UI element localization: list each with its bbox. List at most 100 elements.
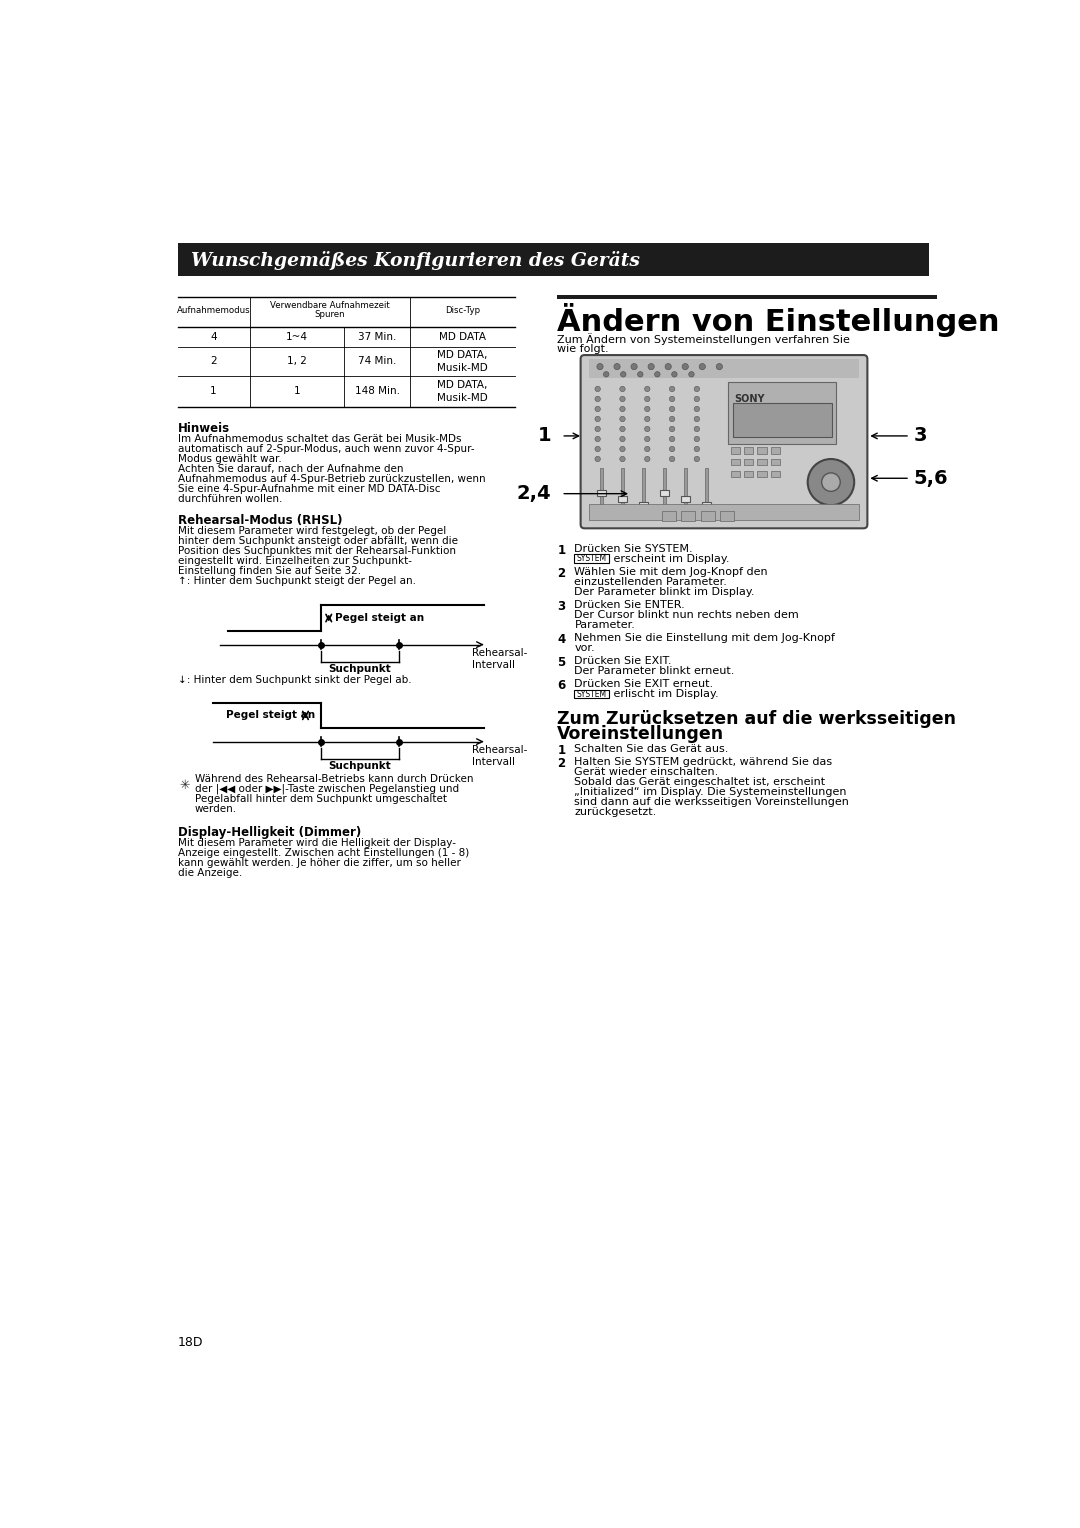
Circle shape — [699, 364, 705, 370]
Bar — [770, 448, 780, 454]
Circle shape — [595, 457, 600, 461]
Text: Wunschgemäßes Konfigurieren des Geräts: Wunschgemäßes Konfigurieren des Geräts — [191, 251, 639, 270]
Circle shape — [694, 437, 700, 442]
Circle shape — [683, 364, 688, 370]
Text: vor.: vor. — [575, 643, 595, 652]
Circle shape — [620, 406, 625, 411]
Circle shape — [694, 387, 700, 391]
Circle shape — [645, 387, 650, 391]
Circle shape — [620, 416, 625, 422]
Text: Mit diesem Parameter wird die Helligkeit der Display-: Mit diesem Parameter wird die Helligkeit… — [177, 837, 456, 848]
Text: Aufnahmemodus auf 4-Spur-Betrieb zurückzustellen, wenn: Aufnahmemodus auf 4-Spur-Betrieb zurückz… — [177, 474, 485, 484]
Text: Position des Suchpunktes mit der Rehearsal-Funktion: Position des Suchpunktes mit der Rehears… — [177, 545, 456, 556]
Circle shape — [694, 396, 700, 402]
Text: MD DATA,
Musik-MD: MD DATA, Musik-MD — [437, 379, 488, 403]
Bar — [701, 512, 715, 521]
Text: 74 Min.: 74 Min. — [357, 356, 396, 367]
Bar — [732, 403, 832, 437]
Circle shape — [637, 371, 643, 377]
Text: SYSTEM: SYSTEM — [577, 555, 607, 564]
Text: Der Cursor blinkt nun rechts neben dem: Der Cursor blinkt nun rechts neben dem — [575, 610, 799, 620]
Text: 148 Min.: 148 Min. — [354, 387, 400, 396]
Text: Drücken Sie EXIT erneut.: Drücken Sie EXIT erneut. — [575, 680, 714, 689]
Text: 3: 3 — [914, 426, 928, 446]
Text: 4: 4 — [557, 633, 566, 646]
Text: 5,6: 5,6 — [914, 469, 948, 487]
Circle shape — [694, 446, 700, 452]
Text: Suchpunkt: Suchpunkt — [328, 761, 391, 770]
Bar — [590, 504, 859, 520]
Circle shape — [631, 364, 637, 370]
Text: hinter dem Suchpunkt ansteigt oder abfällt, wenn die: hinter dem Suchpunkt ansteigt oder abfäl… — [177, 536, 458, 545]
Bar — [770, 471, 780, 477]
Circle shape — [648, 364, 654, 370]
Text: 2: 2 — [210, 356, 217, 367]
Text: ✳: ✳ — [179, 779, 190, 792]
Text: Disc-Typ: Disc-Typ — [445, 306, 480, 315]
Text: kann gewählt werden. Je höher die ziffer, um so heller: kann gewählt werden. Je höher die ziffer… — [177, 857, 460, 868]
Circle shape — [595, 446, 600, 452]
Bar — [731, 448, 740, 454]
Text: 5: 5 — [557, 656, 566, 669]
Text: 2,4: 2,4 — [516, 484, 551, 503]
Text: Sobald das Gerät eingeschaltet ist, erscheint: Sobald das Gerät eingeschaltet ist, ersc… — [575, 778, 825, 787]
Circle shape — [645, 457, 650, 461]
Text: der |◀◀ oder ▶▶|-Taste zwischen Pegelanstieg und: der |◀◀ oder ▶▶|-Taste zwischen Pegelans… — [194, 784, 459, 795]
Circle shape — [645, 437, 650, 442]
Text: MD DATA,
Musik-MD: MD DATA, Musik-MD — [437, 350, 488, 373]
Text: 1: 1 — [538, 426, 551, 446]
Bar — [663, 468, 666, 510]
Circle shape — [595, 437, 600, 442]
Circle shape — [672, 371, 677, 377]
Circle shape — [595, 426, 600, 432]
Text: eingestellt wird. Einzelheiten zur Suchpunkt-: eingestellt wird. Einzelheiten zur Suchp… — [177, 556, 411, 565]
Text: Wählen Sie mit dem Jog-Knopf den: Wählen Sie mit dem Jog-Knopf den — [575, 567, 768, 576]
Circle shape — [665, 364, 672, 370]
Circle shape — [822, 472, 840, 492]
Bar — [557, 295, 937, 299]
Bar — [590, 359, 859, 377]
Bar — [177, 243, 930, 275]
Text: zurückgesetzt.: zurückgesetzt. — [575, 807, 657, 817]
Bar — [720, 512, 734, 521]
Circle shape — [645, 396, 650, 402]
Text: Achten Sie darauf, nach der Aufnahme den: Achten Sie darauf, nach der Aufnahme den — [177, 463, 403, 474]
Text: Modus gewählt war.: Modus gewählt war. — [177, 454, 282, 463]
Circle shape — [670, 446, 675, 452]
Text: Der Parameter blinkt im Display.: Der Parameter blinkt im Display. — [575, 587, 755, 597]
Bar — [704, 468, 707, 510]
Circle shape — [694, 416, 700, 422]
Bar — [680, 497, 690, 503]
Circle shape — [670, 416, 675, 422]
Text: Schalten Sie das Gerät aus.: Schalten Sie das Gerät aus. — [575, 744, 729, 753]
Bar — [681, 512, 696, 521]
Bar — [600, 468, 603, 510]
Text: Mit diesem Parameter wird festgelegt, ob der Pegel: Mit diesem Parameter wird festgelegt, ob… — [177, 526, 446, 536]
Bar — [744, 471, 754, 477]
Text: ↓: Hinter dem Suchpunkt sinkt der Pegel ab.: ↓: Hinter dem Suchpunkt sinkt der Pegel … — [177, 675, 411, 686]
Text: Drücken Sie EXIT.: Drücken Sie EXIT. — [575, 656, 672, 666]
Circle shape — [694, 406, 700, 411]
Text: 37 Min.: 37 Min. — [357, 332, 396, 342]
Text: 2: 2 — [557, 756, 566, 770]
Bar — [684, 468, 687, 510]
Circle shape — [808, 458, 854, 506]
Text: Sie eine 4-Spur-Aufnahme mit einer MD DATA-Disc: Sie eine 4-Spur-Aufnahme mit einer MD DA… — [177, 484, 441, 494]
Bar — [731, 471, 740, 477]
Circle shape — [670, 426, 675, 432]
Bar — [662, 512, 676, 521]
Text: Rehearsal-
Intervall: Rehearsal- Intervall — [472, 744, 527, 767]
Circle shape — [595, 387, 600, 391]
Text: MD DATA: MD DATA — [438, 332, 486, 342]
Text: automatisch auf 2-Spur-Modus, auch wenn zuvor 4-Spur-: automatisch auf 2-Spur-Modus, auch wenn … — [177, 443, 474, 454]
Text: ↑: Hinter dem Suchpunkt steigt der Pegel an.: ↑: Hinter dem Suchpunkt steigt der Pegel… — [177, 576, 416, 587]
Text: Rehearsal-
Intervall: Rehearsal- Intervall — [472, 648, 527, 671]
Circle shape — [595, 396, 600, 402]
Text: Suchpunkt: Suchpunkt — [328, 663, 391, 674]
Text: Drücken Sie SYSTEM.: Drücken Sie SYSTEM. — [575, 544, 693, 553]
Circle shape — [670, 457, 675, 461]
Text: „Initialized“ im Display. Die Systemeinstellungen: „Initialized“ im Display. Die Systemeins… — [575, 787, 847, 798]
Text: 1: 1 — [210, 387, 217, 396]
Text: SYSTEM: SYSTEM — [577, 689, 607, 698]
Bar — [744, 448, 754, 454]
